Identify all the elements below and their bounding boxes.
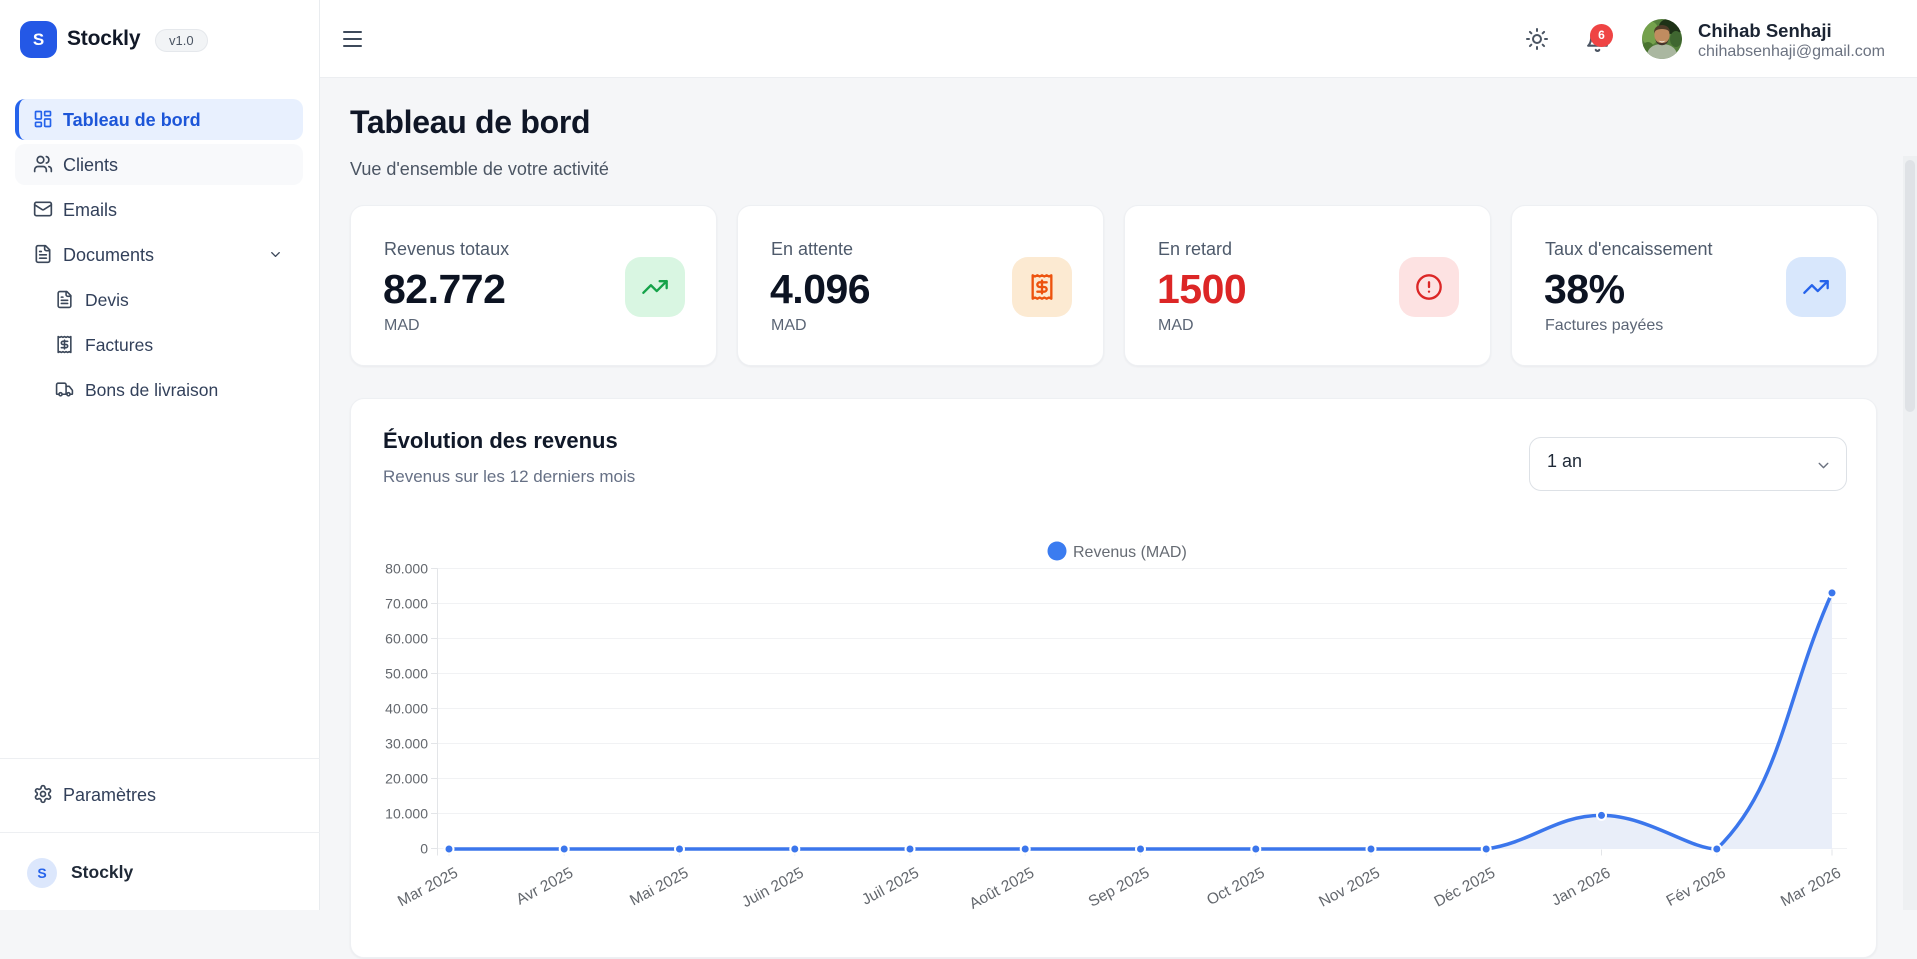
svg-text:Août 2025: Août 2025 — [967, 865, 1037, 913]
svg-text:Revenus (MAD): Revenus (MAD) — [1073, 544, 1187, 561]
svg-text:Juil 2025: Juil 2025 — [859, 865, 922, 909]
svg-text:50.000: 50.000 — [385, 666, 428, 682]
svg-text:Mar 2026: Mar 2026 — [1778, 865, 1844, 911]
svg-text:Juin 2025: Juin 2025 — [739, 865, 806, 912]
svg-text:Jan 2026: Jan 2026 — [1549, 865, 1613, 910]
svg-text:10.000: 10.000 — [385, 806, 428, 822]
svg-text:40.000: 40.000 — [385, 701, 428, 717]
svg-text:Mai 2025: Mai 2025 — [627, 865, 691, 910]
svg-text:Déc 2025: Déc 2025 — [1432, 865, 1499, 911]
svg-text:Fév 2026: Fév 2026 — [1664, 865, 1729, 910]
svg-text:70.000: 70.000 — [385, 596, 428, 612]
svg-text:Oct 2025: Oct 2025 — [1204, 865, 1268, 910]
svg-text:0: 0 — [420, 841, 428, 857]
svg-text:Mar 2025: Mar 2025 — [395, 865, 461, 911]
svg-text:60.000: 60.000 — [385, 631, 428, 647]
svg-text:80.000: 80.000 — [385, 561, 428, 577]
svg-text:Avr 2025: Avr 2025 — [514, 865, 577, 909]
svg-text:30.000: 30.000 — [385, 736, 428, 752]
svg-text:Nov 2025: Nov 2025 — [1316, 865, 1383, 911]
svg-text:20.000: 20.000 — [385, 771, 428, 787]
svg-text:Sep 2025: Sep 2025 — [1086, 865, 1153, 911]
